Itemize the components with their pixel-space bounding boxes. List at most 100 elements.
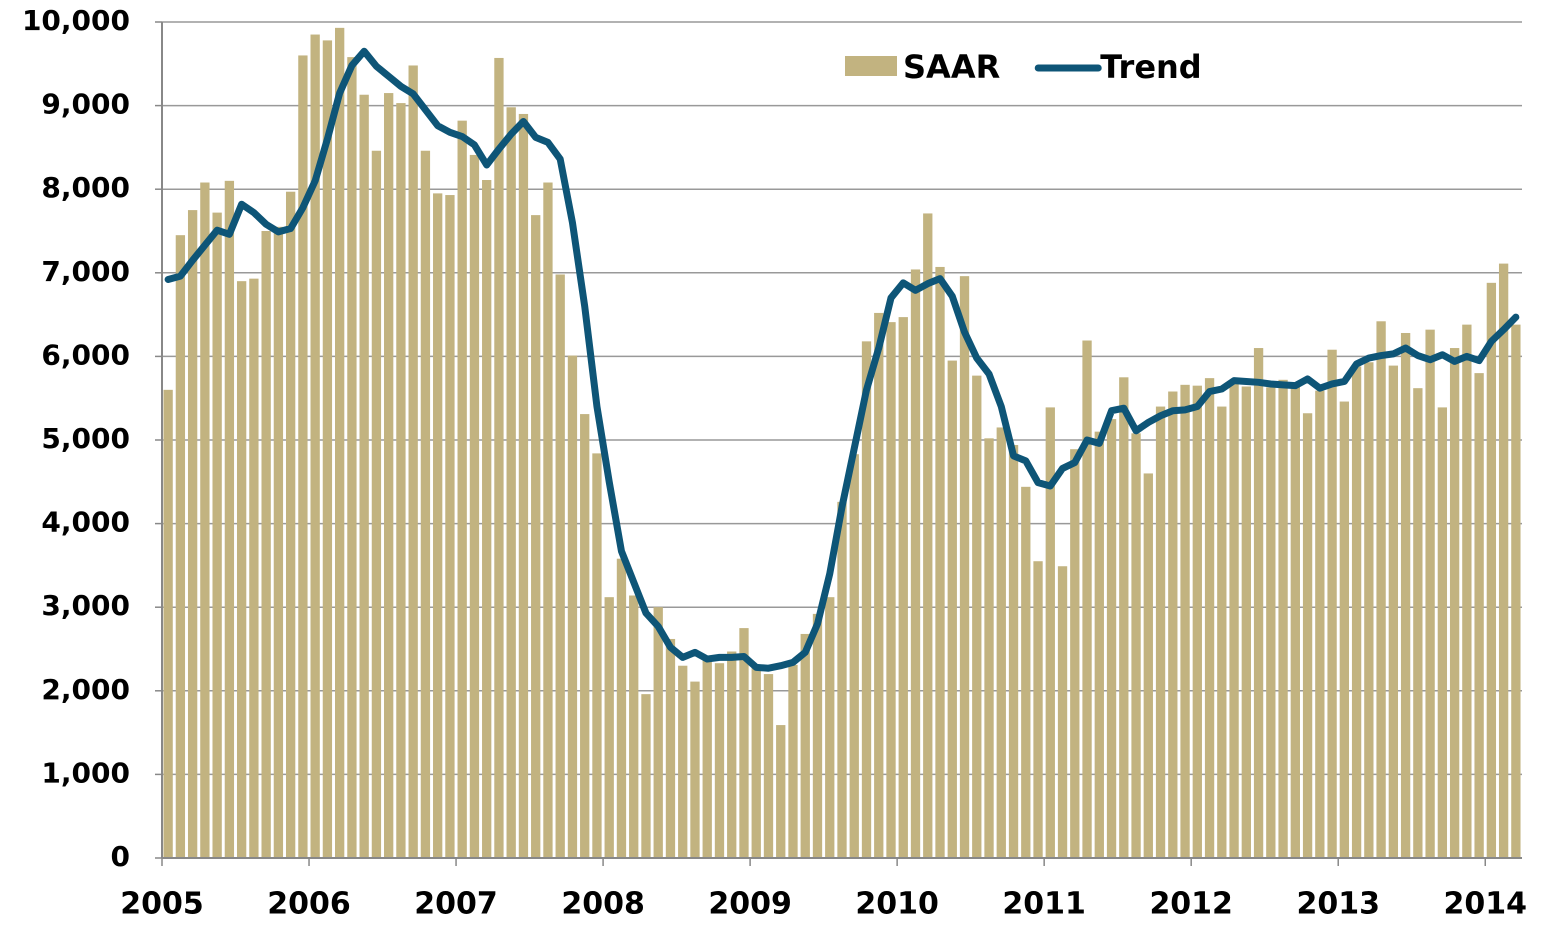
y-tick-label: 7,000 xyxy=(41,255,130,288)
bar xyxy=(1155,406,1166,858)
y-tick-label: 3,000 xyxy=(41,589,130,622)
bar xyxy=(1486,282,1497,858)
bar xyxy=(482,180,492,858)
bar xyxy=(1057,566,1068,858)
bar xyxy=(1413,388,1423,858)
bar xyxy=(641,694,651,858)
x-tick-label: 2009 xyxy=(708,887,792,922)
bar xyxy=(555,274,565,858)
bar xyxy=(1033,561,1043,858)
bar xyxy=(408,65,418,859)
bar xyxy=(800,633,810,858)
bar xyxy=(1241,386,1251,858)
bar xyxy=(751,665,761,858)
bar xyxy=(1131,433,1141,858)
bar xyxy=(886,322,896,858)
bar xyxy=(1192,385,1202,858)
y-tick-label: 1,000 xyxy=(41,756,130,789)
bar xyxy=(874,312,884,859)
bar xyxy=(947,360,957,858)
x-tick-label: 2008 xyxy=(561,887,645,922)
bar xyxy=(175,235,186,858)
bar xyxy=(212,212,222,858)
x-tick-label: 2010 xyxy=(855,887,939,922)
bar xyxy=(812,613,823,858)
bar xyxy=(1474,373,1484,858)
bar xyxy=(665,638,676,858)
bar xyxy=(322,40,333,859)
bar xyxy=(347,57,357,858)
bar xyxy=(984,438,994,858)
bar xyxy=(1388,365,1399,858)
bar xyxy=(396,103,406,859)
legend-label: SAAR xyxy=(903,48,1000,86)
bar xyxy=(825,597,835,858)
bar xyxy=(910,269,921,858)
y-tick-label: 4,000 xyxy=(41,506,130,539)
bar xyxy=(236,281,247,858)
y-tick-label: 10,000 xyxy=(22,4,130,37)
y-tick-label: 8,000 xyxy=(41,171,130,204)
x-tick-label: 2006 xyxy=(267,887,351,922)
bar xyxy=(433,193,443,858)
y-tick-label: 5,000 xyxy=(41,422,130,455)
bar xyxy=(531,215,541,859)
bar xyxy=(923,213,933,859)
legend-swatch xyxy=(845,56,897,76)
bar xyxy=(1021,486,1031,858)
bar xyxy=(678,665,688,858)
bar xyxy=(1082,340,1092,858)
bar xyxy=(1278,379,1288,858)
x-tick-label: 2011 xyxy=(1002,887,1086,922)
bar xyxy=(653,607,663,858)
bar xyxy=(335,27,345,859)
bar xyxy=(1511,324,1521,859)
bar xyxy=(1106,419,1117,858)
bar xyxy=(580,414,590,858)
bar xyxy=(163,389,173,858)
bar xyxy=(898,317,908,858)
bar xyxy=(1168,391,1178,858)
trend-line xyxy=(164,47,1520,672)
bar xyxy=(727,651,737,858)
bar xyxy=(972,375,982,858)
bar xyxy=(1400,332,1411,858)
bar xyxy=(1290,383,1300,858)
bar xyxy=(604,597,614,858)
bar xyxy=(788,664,798,858)
x-tick-label: 2012 xyxy=(1149,887,1233,922)
bar xyxy=(959,276,970,858)
bar xyxy=(310,34,320,859)
x-tick-label: 2013 xyxy=(1296,887,1380,922)
bar xyxy=(273,226,284,858)
bar xyxy=(261,231,271,858)
bar xyxy=(298,55,308,858)
bar xyxy=(1351,366,1362,858)
bar xyxy=(861,341,872,858)
bar xyxy=(1204,378,1215,858)
bar xyxy=(1302,413,1313,858)
bar xyxy=(1327,349,1337,858)
y-tick-label: 9,000 xyxy=(41,88,130,121)
bar xyxy=(543,182,553,859)
bar xyxy=(935,266,945,858)
bar xyxy=(1094,431,1104,858)
bar xyxy=(1437,407,1448,858)
bar xyxy=(506,107,516,859)
bar xyxy=(1498,263,1509,858)
bar xyxy=(1217,406,1227,858)
bar xyxy=(996,427,1006,858)
bar xyxy=(518,113,529,858)
bar xyxy=(1143,473,1153,858)
bar xyxy=(629,595,639,858)
bar xyxy=(224,180,235,859)
bar xyxy=(763,674,774,858)
bar xyxy=(1425,329,1435,858)
bar xyxy=(285,191,296,858)
bar xyxy=(690,681,700,858)
bar xyxy=(567,355,578,858)
y-tick-label: 0 xyxy=(111,840,130,873)
bar xyxy=(457,120,467,858)
bar xyxy=(469,154,480,858)
